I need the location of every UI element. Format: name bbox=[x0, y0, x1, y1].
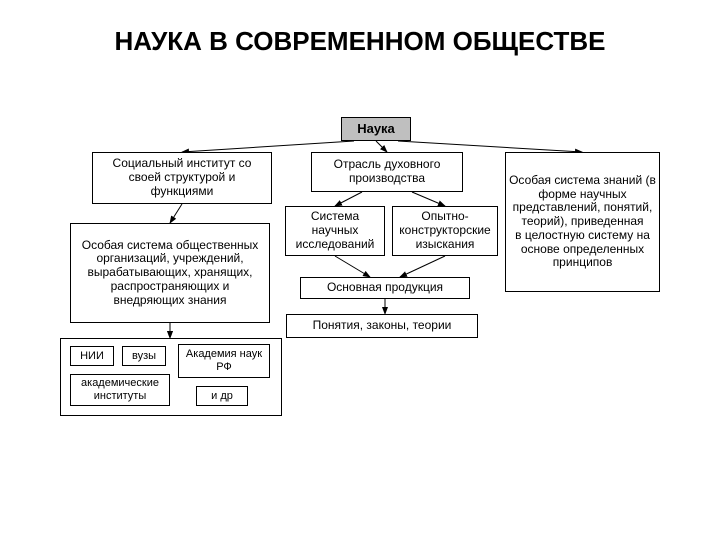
node-midR: Опытно-конструкторские изыскания bbox=[392, 206, 498, 256]
edge-1 bbox=[376, 141, 387, 152]
edge-6 bbox=[400, 256, 445, 277]
edge-2 bbox=[398, 141, 582, 152]
node-prod: Понятия, законы, теории bbox=[286, 314, 478, 338]
node-nii: НИИ bbox=[70, 346, 114, 366]
node-left2: Особая система общественных организаций,… bbox=[70, 223, 270, 323]
node-akadInst: академические институты bbox=[70, 374, 170, 406]
node-mid1: Отрасль духовного производства bbox=[311, 152, 463, 192]
edge-0 bbox=[182, 141, 354, 152]
node-prodLbl: Основная продукция bbox=[300, 277, 470, 299]
edge-8 bbox=[170, 204, 182, 223]
node-idr: и др bbox=[196, 386, 248, 406]
node-vuzy: вузы bbox=[122, 346, 166, 366]
node-left1: Социальный институт со своей структурой … bbox=[92, 152, 272, 204]
edge-3 bbox=[335, 192, 362, 206]
node-akadRF: Академия наук РФ bbox=[178, 344, 270, 378]
edge-5 bbox=[335, 256, 370, 277]
node-root: Наука bbox=[341, 117, 411, 141]
node-midL: Система научных исследований bbox=[285, 206, 385, 256]
edge-4 bbox=[412, 192, 445, 206]
page-title: НАУКА В СОВРЕМЕННОМ ОБЩЕСТВЕ bbox=[54, 26, 666, 57]
node-right1: Особая система знаний (в форме научных п… bbox=[505, 152, 660, 292]
